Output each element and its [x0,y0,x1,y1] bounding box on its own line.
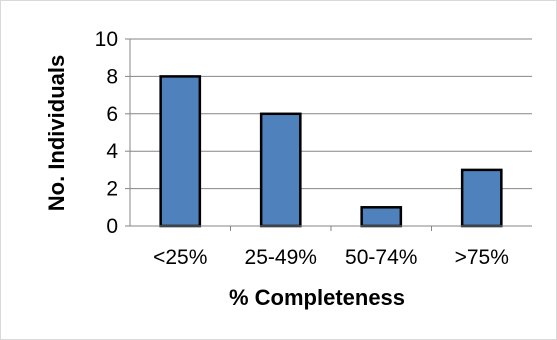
x-tick-label: 25-49% [245,246,317,269]
y-tick-label: 4 [106,140,118,163]
bar-1 [259,112,302,228]
bar-2 [360,206,403,228]
x-tick-labels: <25% 25-49% 50-74% >75% [153,246,509,269]
y-tick-label: 6 [106,103,118,126]
y-tick-label: 10 [95,28,118,51]
y-tick-labels: 0 2 4 6 8 10 [95,28,119,238]
x-tick-label: 50-74% [345,246,417,269]
y-axis-title: No. Individuals [44,55,69,211]
bar-0 [159,75,202,228]
axes [125,38,532,231]
x-tick-label: <25% [153,246,207,269]
x-tick-label: >75% [455,246,509,269]
y-tick-label: 0 [106,215,118,238]
x-axis-title: % Completeness [229,285,405,310]
bar-3 [460,168,503,228]
y-tick-label: 2 [106,178,118,201]
y-tick-label: 8 [106,65,118,88]
